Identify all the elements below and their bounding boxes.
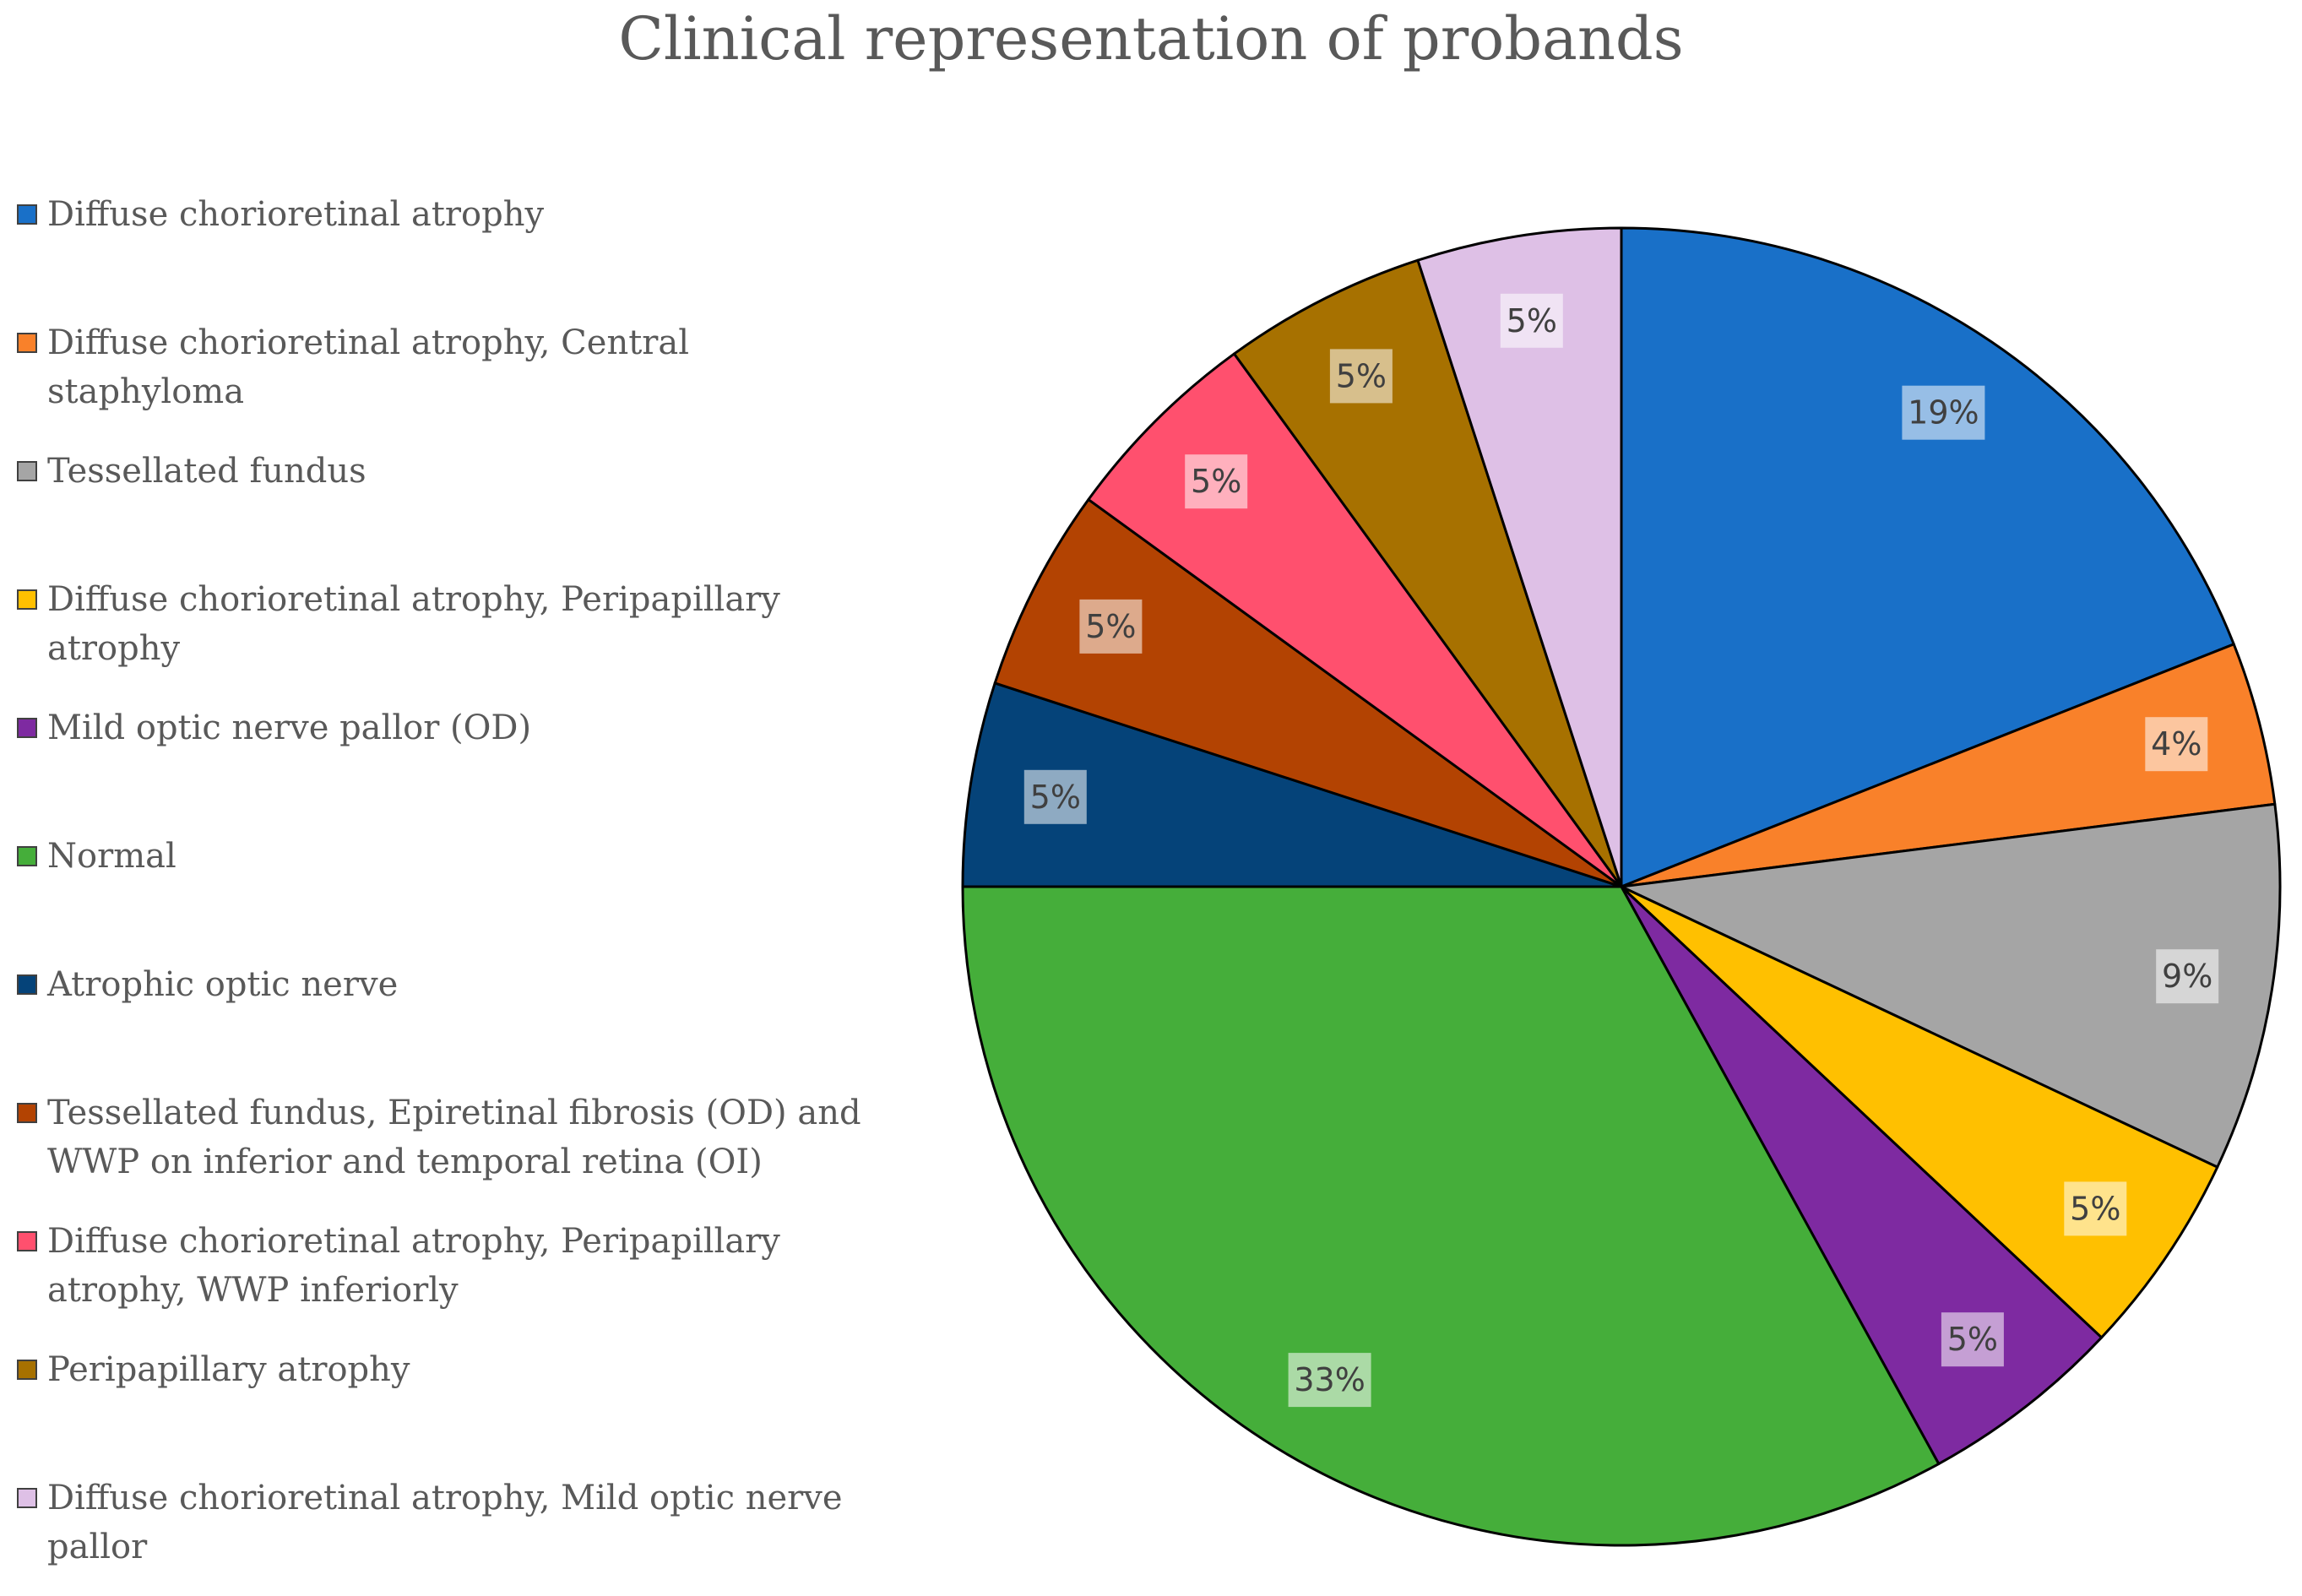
- data-label-text: 5%: [1030, 779, 1081, 816]
- data-label: 5%: [1185, 454, 1248, 509]
- legend-label: Diffuse chorioretinal atrophy: [47, 195, 545, 234]
- data-label-box: [1288, 1353, 1371, 1408]
- legend-label: Diffuse chorioretinal atrophy, Peripapil…: [47, 1222, 780, 1310]
- data-label-box: [1500, 293, 1563, 348]
- data-label-text: 5%: [1947, 1321, 1998, 1358]
- legend-swatch: [17, 846, 37, 866]
- legend-item: Diffuse chorioretinal atrophy, Central s…: [17, 318, 895, 416]
- data-label-box: [1185, 454, 1248, 509]
- legend-swatch: [17, 1488, 37, 1508]
- data-label: 9%: [2156, 949, 2219, 1004]
- legend-label: Diffuse chorioretinal atrophy, Central s…: [47, 323, 690, 411]
- legend-label: Mild optic nerve pallor (OD): [47, 708, 532, 747]
- pie-slice: [961, 681, 1623, 888]
- data-label-text: 5%: [2070, 1190, 2120, 1227]
- data-label-text: 19%: [1908, 394, 1979, 432]
- pie-slice: [961, 885, 1941, 1547]
- data-label-text: 5%: [1507, 302, 1557, 339]
- legend-item: Mild optic nerve pallor (OD): [17, 703, 895, 752]
- legend-item: Diffuse chorioretinal atrophy, Peripapil…: [17, 1217, 895, 1315]
- data-label: 5%: [1023, 769, 1087, 824]
- legend-swatch: [17, 1360, 37, 1380]
- data-label-text: 9%: [2162, 958, 2212, 995]
- data-label-box: [1941, 1312, 2004, 1367]
- legend-item: Normal: [17, 832, 895, 881]
- data-label-text: 4%: [2151, 725, 2202, 763]
- data-label: 5%: [1500, 293, 1563, 348]
- data-label-box: [1902, 385, 1985, 440]
- legend-item: Tessellated fundus: [17, 447, 895, 496]
- chart-title: Clinical representation of probands: [618, 4, 1684, 73]
- legend-swatch: [17, 461, 37, 481]
- legend-item: Diffuse chorioretinal atrophy, Mild opti…: [17, 1474, 895, 1572]
- legend-label: Diffuse chorioretinal atrophy, Peripapil…: [47, 580, 780, 668]
- legend-label: Peripapillary atrophy: [47, 1350, 410, 1389]
- legend-label: Tessellated fundus, Epiretinal fibrosis …: [47, 1094, 861, 1181]
- data-label-box: [1329, 349, 1393, 404]
- legend-label: Atrophic optic nerve: [47, 965, 399, 1004]
- pie-chart: 19% 4% 9% 5% 5% 33% 5% 5% 5% 5% 5%: [961, 226, 2282, 1547]
- legend-item: Peripapillary atrophy: [17, 1345, 895, 1394]
- pie-slices: [961, 226, 2282, 1547]
- data-label-text: 5%: [1085, 608, 1136, 645]
- legend-label: Normal: [47, 837, 176, 876]
- data-label-text: 5%: [1336, 357, 1387, 394]
- legend-swatch: [17, 589, 37, 610]
- pie-slice: [1620, 226, 2235, 888]
- legend-item: Diffuse chorioretinal atrophy, Peripapil…: [17, 575, 895, 673]
- data-label: 5%: [1079, 599, 1143, 654]
- pie-slice: [1233, 258, 1623, 888]
- data-label-box: [1079, 599, 1143, 654]
- pie-slice: [993, 498, 1623, 888]
- data-label-box: [2145, 717, 2208, 772]
- legend-swatch: [17, 333, 37, 353]
- data-label-box: [1023, 769, 1087, 824]
- legend-item: Diffuse chorioretinal atrophy: [17, 190, 895, 239]
- data-label: 4%: [2145, 717, 2208, 772]
- data-label-box: [2064, 1181, 2127, 1236]
- pie-slice: [1416, 226, 1623, 888]
- data-label-text: 5%: [1191, 463, 1241, 500]
- data-label-box: [2156, 949, 2219, 1004]
- legend-swatch: [17, 974, 37, 995]
- pie-slice: [1620, 643, 2277, 888]
- data-label: 5%: [1941, 1312, 2004, 1367]
- legend-swatch: [17, 718, 37, 738]
- legend-item: Atrophic optic nerve: [17, 960, 895, 1009]
- legend-swatch: [17, 204, 37, 225]
- data-label-text: 33%: [1294, 1361, 1365, 1398]
- legend-swatch: [17, 1103, 37, 1123]
- legend-label: Tessellated fundus: [47, 452, 366, 491]
- data-label: 5%: [1329, 349, 1393, 404]
- data-label: 19%: [1902, 385, 1985, 440]
- data-label: 33%: [1288, 1353, 1371, 1408]
- pie-slice: [1620, 802, 2282, 1169]
- legend-swatch: [17, 1231, 37, 1251]
- pie-labels: 19% 4% 9% 5% 5% 33% 5% 5% 5% 5% 5%: [1023, 293, 2219, 1408]
- data-label: 5%: [2064, 1181, 2127, 1236]
- legend-label: Diffuse chorioretinal atrophy, Mild opti…: [47, 1479, 843, 1566]
- legend-item: Tessellated fundus, Epiretinal fibrosis …: [17, 1088, 895, 1186]
